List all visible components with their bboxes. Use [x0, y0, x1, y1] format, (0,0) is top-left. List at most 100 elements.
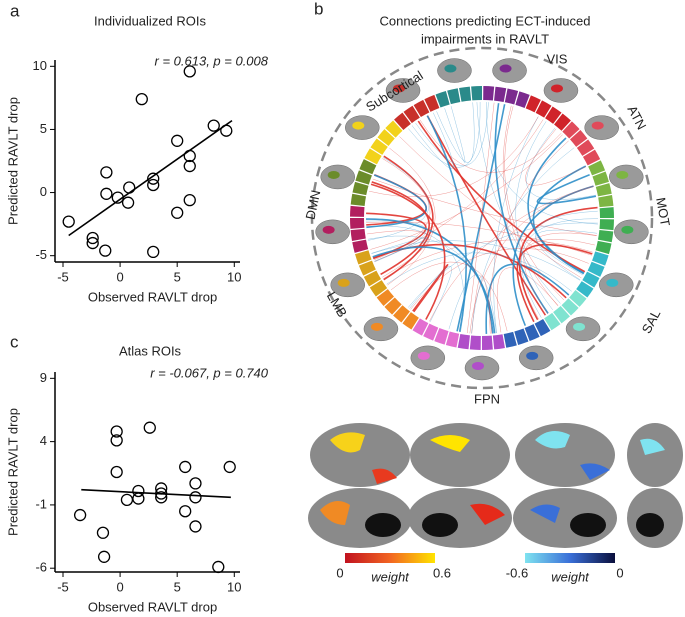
chord: [399, 136, 582, 279]
ring-segment: [524, 324, 540, 342]
data-point: [189, 520, 202, 533]
brain-highlight: [444, 64, 457, 73]
y-axis-label: Predicted RAVLT drop: [5, 97, 20, 225]
chord: [525, 128, 587, 186]
network-label: DMN: [303, 189, 324, 221]
panel-label: c: [10, 332, 19, 351]
ring-segment: [482, 335, 493, 350]
ring-segment: [492, 334, 505, 350]
ring-segment: [592, 171, 609, 186]
chord: [515, 121, 553, 311]
ring-segment: [423, 323, 439, 341]
x-axis-label: Observed RAVLT drop: [88, 599, 217, 614]
brain-highlight: [417, 351, 430, 360]
outer-ring: [310, 46, 654, 390]
network-label: SAL: [639, 307, 664, 336]
annotation: r = 0.613, p = 0.008: [155, 53, 269, 68]
ring-segment: [358, 260, 376, 276]
ring-segment: [394, 112, 411, 131]
chart-title: Individualized ROIs: [94, 13, 206, 28]
ring-segment: [587, 261, 605, 277]
data-point: [99, 244, 112, 257]
y-tick-label: 4: [40, 433, 47, 448]
colorbar: [525, 553, 615, 563]
ring-segment: [504, 88, 519, 105]
y-tick-label: 5: [40, 121, 47, 136]
ring-segment: [582, 149, 601, 166]
ring-segment: [483, 86, 495, 101]
chord: [471, 147, 575, 334]
ring-segment: [363, 270, 382, 287]
ring-segment: [514, 328, 529, 345]
chord: [485, 263, 570, 334]
brain-highlight: [573, 322, 586, 331]
data-point: [110, 425, 123, 438]
x-axis-label: Observed RAVLT drop: [88, 289, 217, 304]
data-point: [183, 159, 196, 173]
data-point: [220, 124, 233, 137]
brain-highlight: [327, 170, 340, 179]
chord: [386, 252, 572, 292]
brain-highlight: [322, 225, 335, 234]
ring-segment: [535, 100, 552, 118]
ring-segment: [554, 113, 571, 131]
ring-segment: [562, 121, 580, 139]
data-point: [132, 492, 145, 505]
colorbar-label: weight: [551, 569, 590, 584]
brain-highlight: [393, 84, 406, 93]
data-point: [86, 231, 99, 245]
chord: [374, 119, 544, 262]
ring-segment: [355, 250, 372, 265]
colorbar: [345, 553, 435, 563]
ring-segment: [576, 139, 595, 156]
chord: [521, 218, 598, 318]
data-point: [207, 119, 220, 132]
chord: [426, 115, 547, 316]
ring-segment: [434, 328, 449, 345]
ring-segment: [534, 318, 551, 337]
data-point: [183, 149, 196, 163]
brain-highlight: [606, 278, 619, 287]
ring-segment: [413, 99, 430, 118]
data-point: [111, 191, 124, 204]
data-point: [121, 196, 135, 209]
ring-segment: [503, 331, 517, 348]
ring-segment: [595, 240, 612, 255]
ring-segment: [350, 218, 365, 229]
chord: [387, 147, 436, 286]
data-point: [100, 166, 113, 179]
fit-line: [68, 119, 233, 237]
data-point: [155, 487, 168, 500]
y-tick-label: 10: [33, 58, 47, 73]
data-point: [179, 460, 192, 474]
x-tick-label: 10: [227, 269, 241, 284]
ring-segment: [352, 239, 369, 253]
brain-highlight: [472, 362, 484, 370]
brain-highlight: [591, 121, 604, 130]
y-axis-label: Predicted RAVLT drop: [5, 408, 20, 536]
panel-label: b: [314, 0, 323, 18]
colorbar-tick: 0.6: [433, 565, 451, 580]
chord: [408, 102, 481, 168]
chord: [448, 274, 497, 334]
ring-segment: [350, 205, 365, 217]
brain-highlight: [550, 84, 563, 93]
ring-segment: [553, 305, 570, 324]
connectogram-title: impairments in RAVLT: [421, 31, 549, 46]
y-tick-label: -1: [35, 496, 47, 511]
ring-segment: [359, 159, 377, 175]
data-point: [147, 245, 160, 259]
chord: [419, 119, 562, 173]
y-tick-label: -6: [35, 560, 47, 575]
ring-segment: [561, 298, 579, 316]
ring-segment: [471, 86, 482, 101]
chord: [366, 225, 465, 333]
colorbar-label: weight: [371, 569, 410, 584]
ring-segment: [599, 207, 614, 218]
data-point: [73, 508, 87, 522]
chord: [373, 158, 431, 261]
ring-segment: [412, 318, 429, 336]
data-point: [110, 465, 123, 479]
